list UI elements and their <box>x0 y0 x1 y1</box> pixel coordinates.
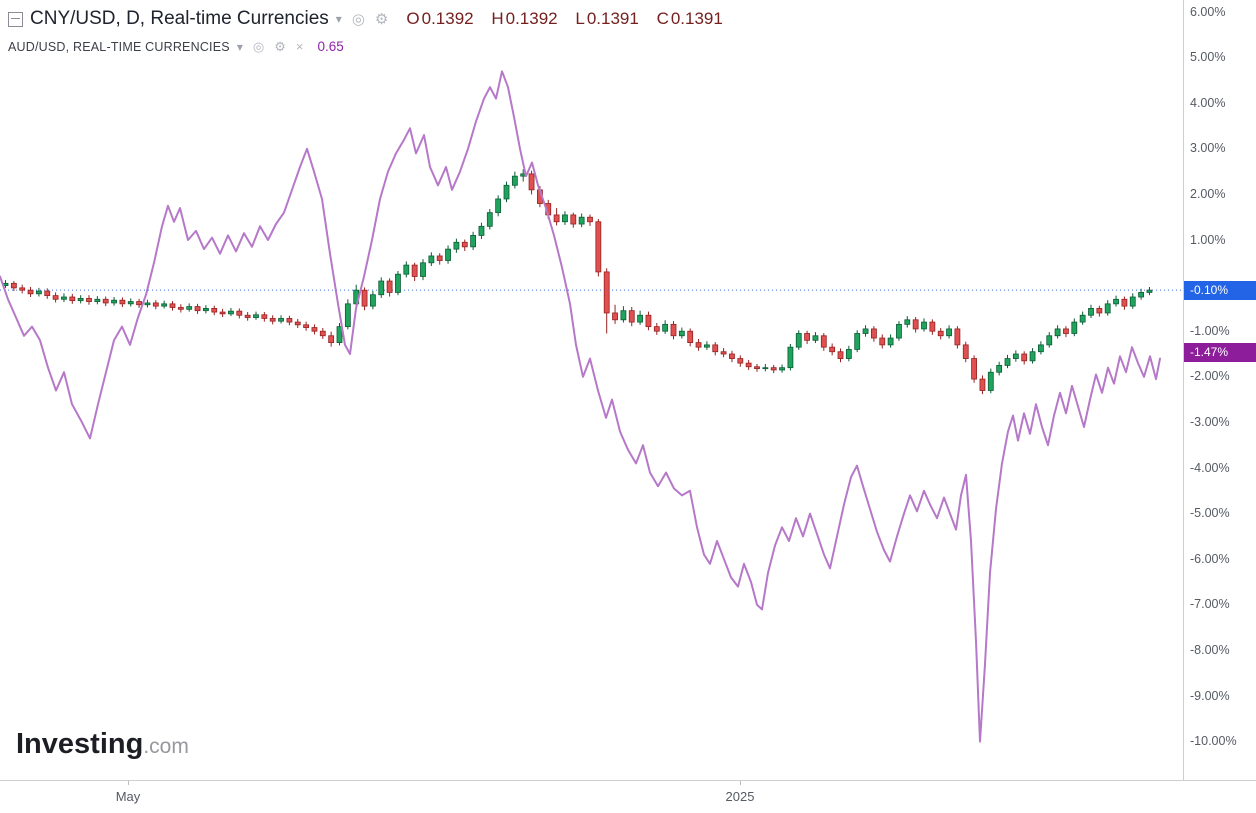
investing-logo-brand: Investing <box>16 728 144 760</box>
main-series-title[interactable]: CNY/USD, D, Real-time Currencies <box>30 8 329 29</box>
y-axis-tick-label: 5.00% <box>1190 50 1226 65</box>
y-axis-tick-label: -6.00% <box>1190 551 1230 566</box>
y-axis-tick-label: 1.00% <box>1190 232 1226 247</box>
y-axis-tick-label: -10.00% <box>1190 734 1237 749</box>
settings-icon[interactable]: ⚙ <box>374 10 389 28</box>
x-axis-tick-label: May <box>115 789 141 804</box>
aud-last-value-badge: -1.47% <box>1184 343 1256 363</box>
x-axis-tick <box>740 781 741 785</box>
x-axis-tick-label: 2025 <box>725 789 755 804</box>
y-axis-tick-label: 6.00% <box>1190 4 1226 19</box>
high-label: H <box>491 9 504 28</box>
y-axis-tick-label: -9.00% <box>1190 688 1230 703</box>
open-value: 0.1392 <box>421 9 474 28</box>
chevron-down-icon[interactable]: ▾ <box>335 12 342 26</box>
low-label: L <box>575 9 585 28</box>
visibility-icon[interactable]: ◎ <box>252 39 265 54</box>
y-axis-tick-label: 3.00% <box>1190 141 1226 156</box>
y-axis-tick-label: -5.00% <box>1190 506 1230 521</box>
overlay-series-legend[interactable]: AUD/USD, REAL-TIME CURRENCIES ▾ ◎ ⚙ × 0.… <box>8 39 736 54</box>
chevron-down-icon[interactable]: ▾ <box>236 39 243 54</box>
chart-canvas[interactable] <box>0 0 1183 780</box>
ohlc-values: O 0.1392 H 0.1392 L 0.1391 C 0.1391 <box>406 9 735 29</box>
close-value: 0.1391 <box>670 9 723 28</box>
y-axis-tick-label: -2.00% <box>1190 369 1230 384</box>
price-axis[interactable]: 6.00% 5.00% 4.00% 3.00% 2.00% 1.00% -1.00% -2.0… <box>1183 0 1256 780</box>
collapse-legend-icon[interactable] <box>8 11 23 27</box>
investing-logo: Investing.com <box>16 728 189 761</box>
low-value: 0.1391 <box>586 9 639 28</box>
main-series-legend[interactable]: CNY/USD, D, Real-time Currencies ▾ ◎ ⚙ O… <box>8 8 736 30</box>
overlay-series-title[interactable]: AUD/USD, REAL-TIME CURRENCIES <box>8 39 230 54</box>
y-axis-tick-label: -3.00% <box>1190 414 1230 429</box>
line-series <box>0 70 1161 743</box>
settings-icon[interactable]: ⚙ <box>274 39 286 54</box>
visibility-icon[interactable]: ◎ <box>351 10 365 28</box>
close-label: C <box>656 9 669 28</box>
y-axis-tick-label: 4.00% <box>1190 95 1226 110</box>
time-axis[interactable]: May 2025 <box>0 780 1256 813</box>
x-axis-tick <box>128 781 129 785</box>
overlay-series-value: 0.65 <box>317 39 344 54</box>
y-axis-tick-label: -8.00% <box>1190 642 1230 657</box>
y-axis-tick-label: 2.00% <box>1190 186 1226 201</box>
chart-legend: CNY/USD, D, Real-time Currencies ▾ ◎ ⚙ O… <box>8 8 736 54</box>
y-axis-tick-label: -4.00% <box>1190 460 1230 475</box>
open-label: O <box>406 9 420 28</box>
chart-plot-area[interactable] <box>0 0 1183 780</box>
high-value: 0.1392 <box>505 9 558 28</box>
close-icon[interactable]: × <box>295 39 304 54</box>
y-axis-tick-label: -1.00% <box>1190 323 1230 338</box>
investing-logo-suffix: .com <box>143 735 189 758</box>
cny-last-value-badge: -0.10% <box>1184 280 1256 300</box>
candlestick-series <box>2 169 1153 395</box>
y-axis-tick-label: -7.00% <box>1190 597 1230 612</box>
